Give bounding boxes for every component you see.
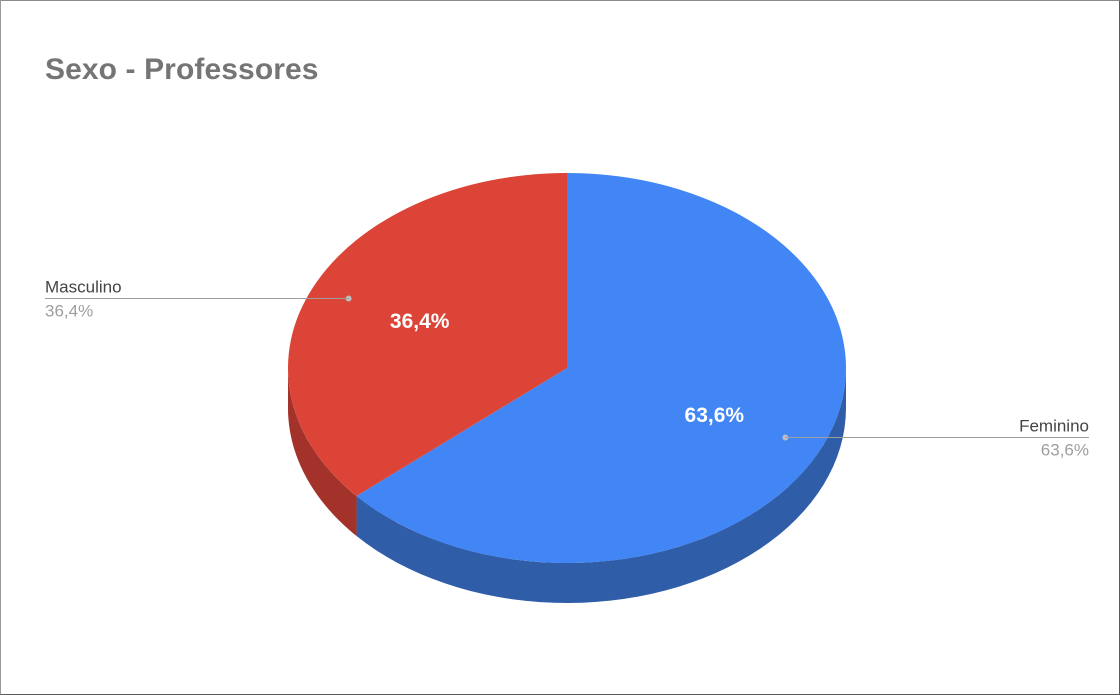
inner-label-masculino: 36,4% [390,310,450,333]
outer-label-name-masculino: Masculino [45,278,122,297]
outer-label-value-masculino: 36,4% [45,302,93,321]
outer-label-name-feminino: Feminino [1019,417,1089,436]
pie-slices [288,173,846,563]
outer-label-value-feminino: 63,6% [1041,441,1089,460]
inner-label-feminino: 63,6% [685,404,745,427]
